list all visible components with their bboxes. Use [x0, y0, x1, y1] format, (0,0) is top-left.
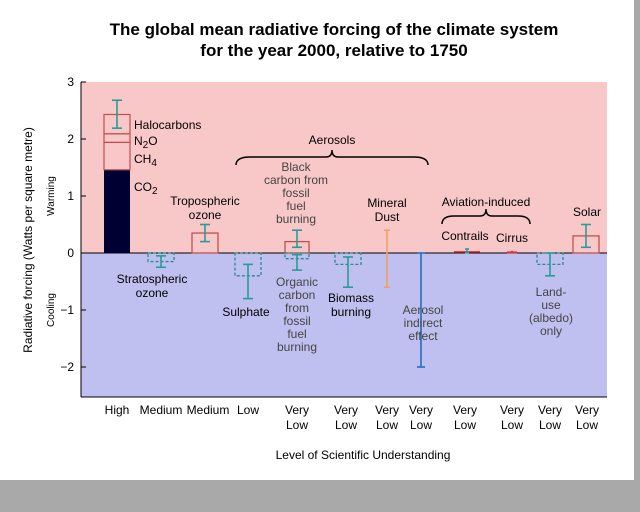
understanding-label: High: [105, 403, 130, 417]
radiative-forcing-chart: The global mean radiative forcing of the…: [21, 20, 607, 462]
label-aerosol-indirect-3: effect: [408, 329, 438, 343]
label-cirrus: Cirrus: [496, 231, 528, 245]
label-co2: CO2: [134, 180, 158, 197]
warming-region: [81, 82, 607, 253]
label-organic-carbon-1: Organic: [276, 275, 318, 289]
y-tick-label: 2: [67, 132, 74, 146]
label-land-use-4: only: [540, 324, 562, 338]
aerosols-brace: [235, 149, 429, 166]
understanding-label: Medium: [140, 403, 183, 417]
chart-title-line2: for the year 2000, relative to 1750: [200, 41, 467, 60]
warming-label: Warming: [46, 176, 57, 216]
understanding-label: Low: [237, 403, 259, 417]
understanding-label: Low: [539, 418, 561, 432]
label-trop-ozone-2: ozone: [189, 208, 222, 222]
label-n2o: N2O: [134, 134, 158, 151]
understanding-label: Very: [453, 403, 477, 417]
label-biomass-1: Biomass: [328, 291, 374, 305]
understanding-label: Very: [409, 403, 433, 417]
y-tick-label: 0: [67, 246, 74, 260]
understanding-label: Low: [335, 418, 357, 432]
understanding-row: High Medium Medium Low VeryLowVeryLowVeryLow…: [105, 403, 599, 432]
understanding-label: Low: [576, 418, 598, 432]
label-land-use-1: Land-: [536, 285, 567, 299]
label-organic-carbon-2: carbon: [279, 288, 316, 302]
understanding-label: Medium: [187, 403, 230, 417]
label-halocarbons: Halocarbons: [134, 118, 201, 132]
label-black-carbon-1: Black: [281, 160, 311, 174]
cooling-region: [81, 253, 607, 397]
understanding-label: Very: [500, 403, 524, 417]
label-land-use-3: (albedo): [529, 311, 573, 325]
label-biomass-2: burning: [331, 305, 371, 319]
understanding-label: Very: [334, 403, 358, 417]
label-land-use-2: use: [541, 298, 561, 312]
right-border: [634, 0, 640, 480]
understanding-label: Very: [375, 403, 399, 417]
x-axis-title: Level of Scientific Understanding: [276, 448, 451, 462]
y-tick-label: 1: [67, 189, 74, 203]
label-contrails: Contrails: [441, 229, 488, 243]
label-organic-carbon-4: fossil: [283, 314, 310, 328]
label-trop-ozone-1: Tropospheric: [170, 194, 240, 208]
label-black-carbon-4: fuel: [286, 199, 305, 213]
understanding-label: Low: [454, 418, 476, 432]
chart-marks: [103, 99, 600, 368]
aviation-brace: [441, 208, 531, 225]
label-black-carbon-3: fossil: [282, 186, 309, 200]
understanding-label: Very: [575, 403, 599, 417]
bar-co2: [104, 169, 130, 253]
label-organic-carbon-6: burning: [277, 340, 317, 354]
aviation-label: Aviation-induced: [442, 195, 531, 209]
label-black-carbon-2: carbon from: [264, 173, 328, 187]
label-mineral-dust-1: Mineral: [367, 196, 406, 210]
label-strat-ozone-1: Stratospheric: [117, 272, 188, 286]
y-tick-label: 3: [67, 75, 74, 89]
label-aerosol-indirect-2: indirect: [404, 316, 443, 330]
understanding-label: Low: [410, 418, 432, 432]
bottom-border: [0, 480, 640, 512]
y-ticks: −2 −1 0 1 2 3: [60, 75, 86, 374]
label-organic-carbon-3: from: [285, 301, 309, 315]
understanding-label: Low: [286, 418, 308, 432]
aerosols-label: Aerosols: [309, 133, 356, 147]
label-solar: Solar: [573, 205, 601, 219]
label-aerosol-indirect-1: Aerosol: [403, 303, 444, 317]
label-ch4: CH4: [134, 152, 157, 169]
label-strat-ozone-2: ozone: [136, 286, 169, 300]
label-sulphate: Sulphate: [222, 305, 270, 319]
cooling-label: Cooling: [46, 293, 57, 327]
label-mineral-dust-2: Dust: [375, 210, 400, 224]
understanding-label: Very: [285, 403, 309, 417]
understanding-label: Low: [376, 418, 398, 432]
understanding-label: Low: [501, 418, 523, 432]
y-tick-label: −2: [60, 360, 74, 374]
label-black-carbon-5: burning: [276, 212, 316, 226]
label-organic-carbon-5: fuel: [287, 327, 306, 341]
y-tick-label: −1: [60, 303, 74, 317]
understanding-label: Very: [538, 403, 562, 417]
y-axis-title: Radiative forcing (Watts per square metr…: [21, 127, 35, 353]
chart-title-line1: The global mean radiative forcing of the…: [110, 20, 559, 39]
